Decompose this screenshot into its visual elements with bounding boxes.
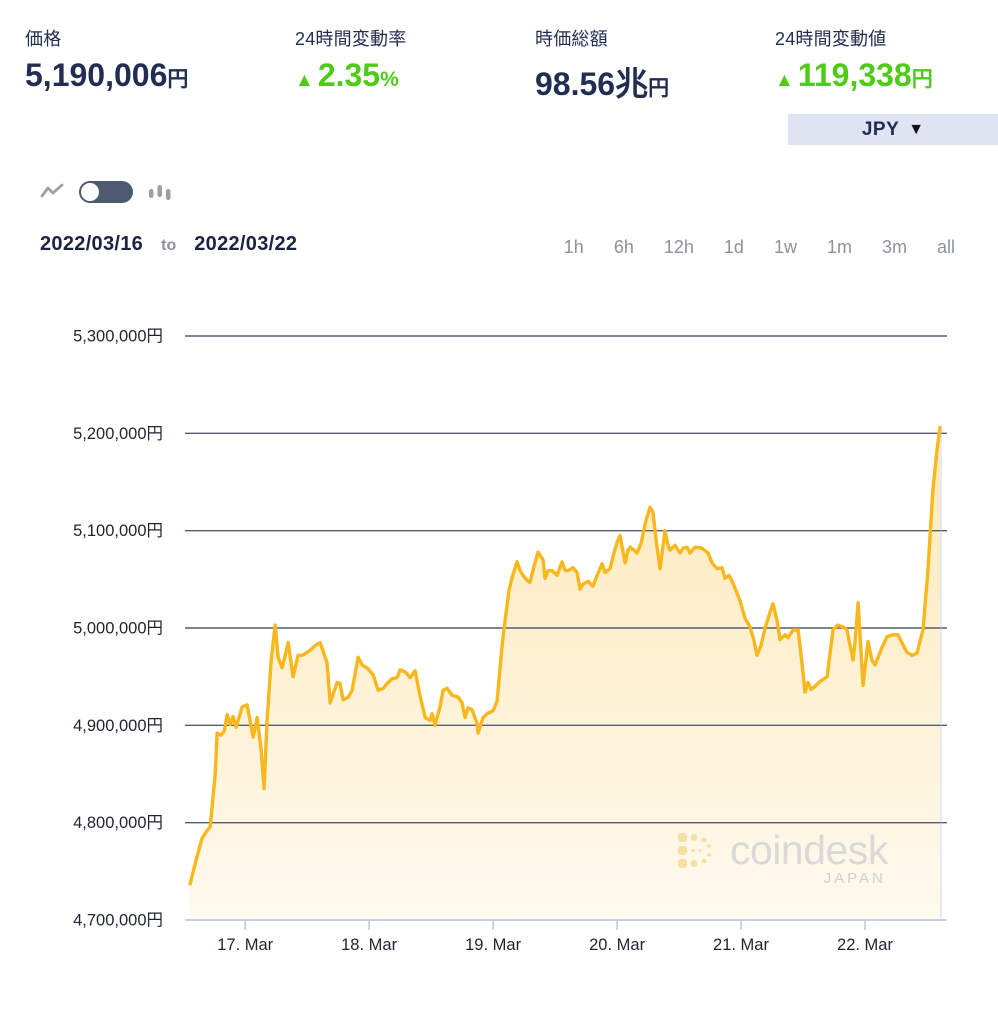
chart-type-controls: [40, 181, 172, 203]
candlestick-icon[interactable]: [148, 182, 172, 202]
up-arrow-icon: ▲: [775, 70, 794, 91]
market-cap-label: 時価総額: [535, 29, 608, 49]
x-tick-label: 20. Mar: [589, 936, 645, 954]
line-chart-icon[interactable]: [40, 183, 64, 201]
change-rate-label: 24時間変動率: [295, 29, 407, 49]
time-range-buttons: 1h 6h 12h 1d 1w 1m 3m all: [564, 237, 955, 258]
y-tick-label: 5,100,000円: [73, 522, 163, 540]
y-tick-label: 5,300,000円: [73, 328, 163, 346]
y-tick-label: 4,900,000円: [73, 717, 163, 735]
time-range-3m[interactable]: 3m: [881, 237, 907, 257]
market-cap-value: 98.56兆円: [535, 65, 670, 102]
time-range-1w[interactable]: 1w: [773, 237, 797, 257]
price-stat-value: 5,190,006円: [25, 57, 189, 93]
x-tick-label: 17. Mar: [217, 936, 273, 954]
date-range-start[interactable]: 2022/03/16: [40, 233, 144, 255]
time-range-1m[interactable]: 1m: [826, 237, 852, 257]
change-value-stat: 24時間変動値 ▲ 119,338円: [775, 25, 933, 94]
market-cap-stat: 時価総額 98.56兆円: [535, 25, 669, 105]
toggle-knob: [81, 183, 99, 201]
change-value-label: 24時間変動値: [775, 29, 887, 49]
y-tick-label: 5,200,000円: [73, 425, 163, 443]
up-arrow-icon: ▲: [295, 70, 314, 91]
x-tick-label: 18. Mar: [341, 936, 397, 954]
y-tick-label: 4,700,000円: [73, 912, 163, 930]
y-tick-label: 5,000,000円: [73, 620, 163, 638]
x-tick-label: 19. Mar: [465, 936, 521, 954]
time-range-6h[interactable]: 6h: [613, 237, 634, 257]
change-rate-value: ▲ 2.35%: [295, 57, 399, 93]
area-fill: [190, 427, 941, 919]
time-range-12h[interactable]: 12h: [663, 237, 694, 257]
x-tick-label: 21. Mar: [713, 936, 769, 954]
date-range-separator: to: [161, 237, 177, 254]
time-range-1h[interactable]: 1h: [563, 237, 584, 257]
chart-type-toggle[interactable]: [79, 181, 133, 203]
change-value-value: ▲ 119,338円: [775, 57, 933, 93]
time-range-1d[interactable]: 1d: [723, 237, 744, 257]
time-range-all[interactable]: all: [936, 237, 955, 257]
date-range-end[interactable]: 2022/03/22: [194, 233, 298, 255]
currency-selector-label: JPY: [861, 118, 900, 140]
y-tick-label: 4,800,000円: [73, 814, 163, 832]
price-line: [188, 425, 942, 886]
chevron-down-icon: ▼: [908, 120, 925, 138]
change-rate-stat: 24時間変動率 ▲ 2.35%: [295, 25, 406, 94]
price-stat-label: 価格: [25, 29, 62, 49]
x-tick-label: 22. Mar: [837, 936, 893, 954]
price-stat: 価格 5,190,006円: [25, 25, 188, 94]
currency-selector[interactable]: JPY ▼: [788, 114, 998, 145]
date-range: 2022/03/16 to 2022/03/22: [40, 233, 297, 256]
